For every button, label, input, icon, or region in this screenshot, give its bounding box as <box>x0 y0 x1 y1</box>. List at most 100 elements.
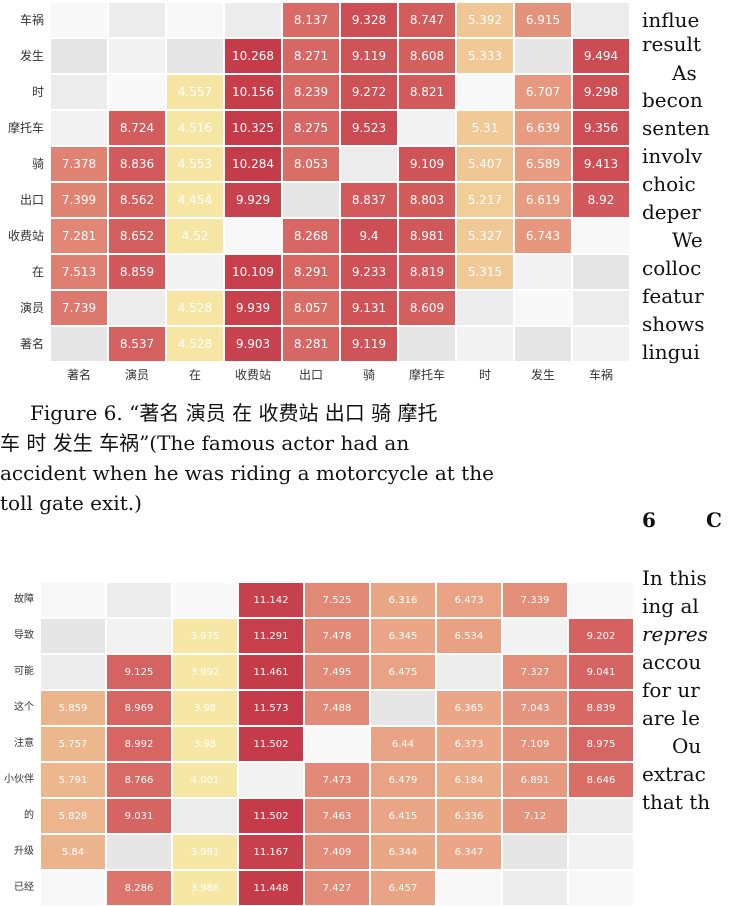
heatmap-cell: 8.053 <box>282 146 340 182</box>
section-title-fragment: C <box>706 508 722 532</box>
heatmap-cell <box>572 290 630 326</box>
heatmap-cell <box>514 326 572 362</box>
heatmap-cell: 8.839 <box>568 690 634 726</box>
heatmap-cell <box>456 326 514 362</box>
text-line: Ou <box>672 734 702 758</box>
text-line: choic <box>642 172 696 196</box>
text-line: that th <box>642 790 711 814</box>
heatmap-cell: 6.365 <box>436 690 502 726</box>
heatmap-cell: 5.828 <box>40 798 106 834</box>
heatmap-cell: 6.415 <box>370 798 436 834</box>
heatmap-cell <box>398 326 456 362</box>
heatmap-cell: 6.347 <box>436 834 502 870</box>
x-axis-label: 发生 <box>530 368 555 382</box>
heatmap-cell <box>282 182 340 218</box>
heatmap-cell <box>436 870 502 906</box>
heatmap-cell: 7.427 <box>304 870 370 906</box>
heatmap-cell: 7.409 <box>304 834 370 870</box>
heatmap-cell: 9.131 <box>340 290 398 326</box>
heatmap-cell: 7.478 <box>304 618 370 654</box>
heatmap-cell: 8.281 <box>282 326 340 362</box>
y-axis-label: 注意 <box>14 738 34 749</box>
heatmap-cell: 11.502 <box>238 798 304 834</box>
heatmap-cell: 6.915 <box>514 2 572 38</box>
heatmap-cell <box>172 798 238 834</box>
heatmap-cell <box>108 38 166 74</box>
y-axis-label: 发生 <box>19 49 44 63</box>
heatmap-cell: 8.239 <box>282 74 340 110</box>
section-number: 6 <box>642 508 656 532</box>
heatmap-cell <box>40 618 106 654</box>
heatmap-cell: 11.461 <box>238 654 304 690</box>
heatmap-cell: 8.286 <box>106 870 172 906</box>
heatmap-cell: 7.339 <box>502 582 568 618</box>
heatmap-cell: 8.747 <box>398 2 456 38</box>
text-line: As <box>672 61 697 85</box>
heatmap-cell <box>502 618 568 654</box>
text-line: accou <box>642 650 702 674</box>
heatmap-cell: 9.031 <box>106 798 172 834</box>
y-axis-label: 骑 <box>31 157 44 171</box>
heatmap-cell: 6.479 <box>370 762 436 798</box>
y-axis-label: 升级 <box>14 846 34 857</box>
caption-line-4: toll gate exit.) <box>0 491 142 515</box>
heatmap-cell <box>40 654 106 690</box>
heatmap-cell <box>40 870 106 906</box>
figure6-caption: Figure 6. “著名 演员 在 收费站 出口 骑 摩托 车 时 发生 车祸… <box>0 398 630 518</box>
heatmap-cell: 8.057 <box>282 290 340 326</box>
heatmap-cell: 8.992 <box>106 726 172 762</box>
heatmap-cell <box>370 690 436 726</box>
heatmap-cell: 9.494 <box>572 38 630 74</box>
heatmap-cell: 8.268 <box>282 218 340 254</box>
x-axis-label: 收费站 <box>234 368 271 382</box>
heatmap-cell <box>398 110 456 146</box>
heatmap-cell: 5.315 <box>456 254 514 290</box>
heatmap-cell: 9.272 <box>340 74 398 110</box>
heatmap-cell: 6.475 <box>370 654 436 690</box>
y-axis-label: 导致 <box>14 630 34 641</box>
caption-line-3: accident when he was riding a motorcycle… <box>0 461 494 485</box>
heatmap-cell: 5.859 <box>40 690 106 726</box>
heatmap-cell: 6.473 <box>436 582 502 618</box>
heatmap-cell: 9.202 <box>568 618 634 654</box>
caption-line-1: Figure 6. “著名 演员 在 收费站 出口 骑 摩托 <box>30 401 438 425</box>
heatmap-cell: 3.98 <box>172 690 238 726</box>
x-axis-label: 出口 <box>298 368 323 382</box>
heatmap-cell: 6.345 <box>370 618 436 654</box>
heatmap-cell: 7.043 <box>502 690 568 726</box>
heatmap-cell: 4.52 <box>166 218 224 254</box>
heatmap-cell: 9.929 <box>224 182 282 218</box>
x-axis-label: 摩托车 <box>408 368 445 382</box>
heatmap-cell <box>224 218 282 254</box>
heatmap-cell: 9.119 <box>340 326 398 362</box>
text-line: senten <box>642 116 710 140</box>
x-axis-label: 演员 <box>124 368 149 382</box>
heatmap-cell <box>456 74 514 110</box>
heatmap-cell <box>106 582 172 618</box>
heatmap-cell: 4.528 <box>166 326 224 362</box>
heatmap-cell <box>572 2 630 38</box>
heatmap-cell: 5.757 <box>40 726 106 762</box>
heatmap-cell: 8.137 <box>282 2 340 38</box>
text-line: We <box>672 228 703 252</box>
heatmap-cell: 8.608 <box>398 38 456 74</box>
heatmap-cell: 10.156 <box>224 74 282 110</box>
heatmap-cell: 9.328 <box>340 2 398 38</box>
heatmap-cell: 6.184 <box>436 762 502 798</box>
heatmap-cell <box>166 2 224 38</box>
heatmap-cell: 3.986 <box>172 870 238 906</box>
heatmap-cell <box>108 290 166 326</box>
heatmap-cell: 10.268 <box>224 38 282 74</box>
heatmap-cell: 11.448 <box>238 870 304 906</box>
heatmap-cell: 4.553 <box>166 146 224 182</box>
text-line: extrac <box>642 762 706 786</box>
heatmap-cell: 3.992 <box>172 654 238 690</box>
heatmap-cell: 9.413 <box>572 146 630 182</box>
heatmap-cell: 7.281 <box>50 218 108 254</box>
text-line: lingui <box>642 340 700 364</box>
heatmap-cell: 7.378 <box>50 146 108 182</box>
heatmap-cell: 6.639 <box>514 110 572 146</box>
heatmap-cell <box>572 218 630 254</box>
heatmap-cell <box>304 726 370 762</box>
heatmap-cell: 6.457 <box>370 870 436 906</box>
